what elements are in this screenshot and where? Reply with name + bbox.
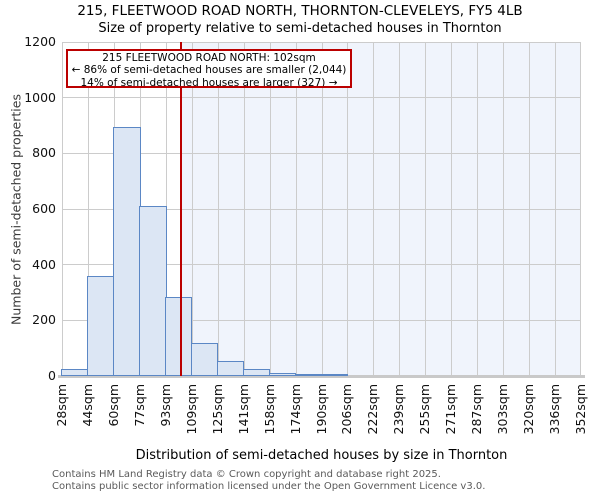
property-annotation-box: 215 FLEETWOOD ROAD NORTH: 102sqm ← 86% o… xyxy=(66,49,352,88)
x-axis-label: Distribution of semi-detached houses by … xyxy=(135,448,508,463)
x-gridline xyxy=(62,42,63,376)
y-tick-label: 1200 xyxy=(24,34,56,49)
x-tick-label: 125sqm xyxy=(209,384,225,435)
histogram-bar xyxy=(191,342,219,376)
x-tick-label: 109sqm xyxy=(183,384,199,435)
x-tick-label: 287sqm xyxy=(469,384,485,435)
footer-line-1: Contains HM Land Registry data © Crown c… xyxy=(52,469,441,480)
x-tick-label: 222sqm xyxy=(365,384,381,435)
x-gridline xyxy=(477,42,479,376)
x-gridline xyxy=(503,42,505,376)
y-tick-label: 800 xyxy=(32,145,56,161)
y-tick-label: 0 xyxy=(48,368,56,383)
x-tick-label: 239sqm xyxy=(391,384,407,435)
attribution-footer: Contains HM Land Registry data © Crown c… xyxy=(52,469,485,492)
y-tick-label: 400 xyxy=(32,256,56,272)
y-tick-label: 1000 xyxy=(24,89,56,105)
x-gridline xyxy=(451,42,453,376)
chart-subtitle: Size of property relative to semi-detach… xyxy=(98,21,502,36)
x-gridline xyxy=(321,42,323,376)
histogram-bar xyxy=(165,296,193,376)
x-gridline xyxy=(580,42,581,376)
x-gridline xyxy=(87,42,89,376)
x-tick-label: 336sqm xyxy=(547,384,563,435)
histogram-bar xyxy=(216,360,245,376)
y-axis-label: Number of semi-detached properties xyxy=(8,94,24,325)
x-tick-label: 206sqm xyxy=(339,384,355,435)
x-tick-label: 174sqm xyxy=(287,384,303,435)
x-tick-label: 60sqm xyxy=(105,384,121,427)
x-axis-line xyxy=(58,375,585,378)
histogram-bar xyxy=(139,206,167,376)
chart-title: 215, FLEETWOOD ROAD NORTH, THORNTON-CLEV… xyxy=(77,3,523,19)
x-gridline xyxy=(399,42,401,376)
x-gridline xyxy=(529,42,531,376)
x-gridline xyxy=(555,42,557,376)
annotation-line-2: ← 86% of semi-detached houses are smalle… xyxy=(71,64,347,77)
histogram-bar xyxy=(61,369,89,376)
x-tick-label: 352sqm xyxy=(573,384,588,435)
histogram-plot: 215 FLEETWOOD ROAD NORTH: 102sqm ← 86% o… xyxy=(58,41,585,378)
x-gridline xyxy=(295,42,297,376)
x-gridline xyxy=(191,42,193,376)
histogram-bar xyxy=(320,374,349,376)
histogram-bar xyxy=(242,369,271,376)
x-tick-label: 255sqm xyxy=(417,384,433,435)
x-gridline xyxy=(269,42,271,376)
x-tick-label: 93sqm xyxy=(157,384,173,427)
histogram-bar xyxy=(294,373,323,376)
x-tick-label: 77sqm xyxy=(131,384,147,427)
x-gridline xyxy=(425,42,427,376)
annotation-line-3: 14% of semi-detached houses are larger (… xyxy=(80,76,338,88)
histogram-bar xyxy=(113,126,141,376)
y-tick-label: 200 xyxy=(32,312,56,328)
x-tick-label: 141sqm xyxy=(235,384,251,435)
x-tick-label: 303sqm xyxy=(495,384,511,435)
x-tick-label: 158sqm xyxy=(261,384,277,435)
x-gridline xyxy=(373,42,375,376)
x-tick-label: 28sqm xyxy=(54,384,69,427)
annotation-line-1: 215 FLEETWOOD ROAD NORTH: 102sqm xyxy=(102,52,316,64)
y-tick-label: 600 xyxy=(32,201,56,216)
x-gridline xyxy=(243,42,245,376)
x-tick-label: 320sqm xyxy=(521,384,537,435)
histogram-bar xyxy=(268,372,297,376)
property-size-marker-line xyxy=(179,42,182,376)
x-gridline xyxy=(347,42,349,376)
x-tick-label: 190sqm xyxy=(313,384,329,435)
x-gridline xyxy=(217,42,219,376)
x-tick-label: 271sqm xyxy=(443,384,459,435)
x-tick-label: 44sqm xyxy=(79,384,95,427)
histogram-bar xyxy=(87,275,115,376)
footer-line-2: Contains public sector information licen… xyxy=(52,480,486,492)
